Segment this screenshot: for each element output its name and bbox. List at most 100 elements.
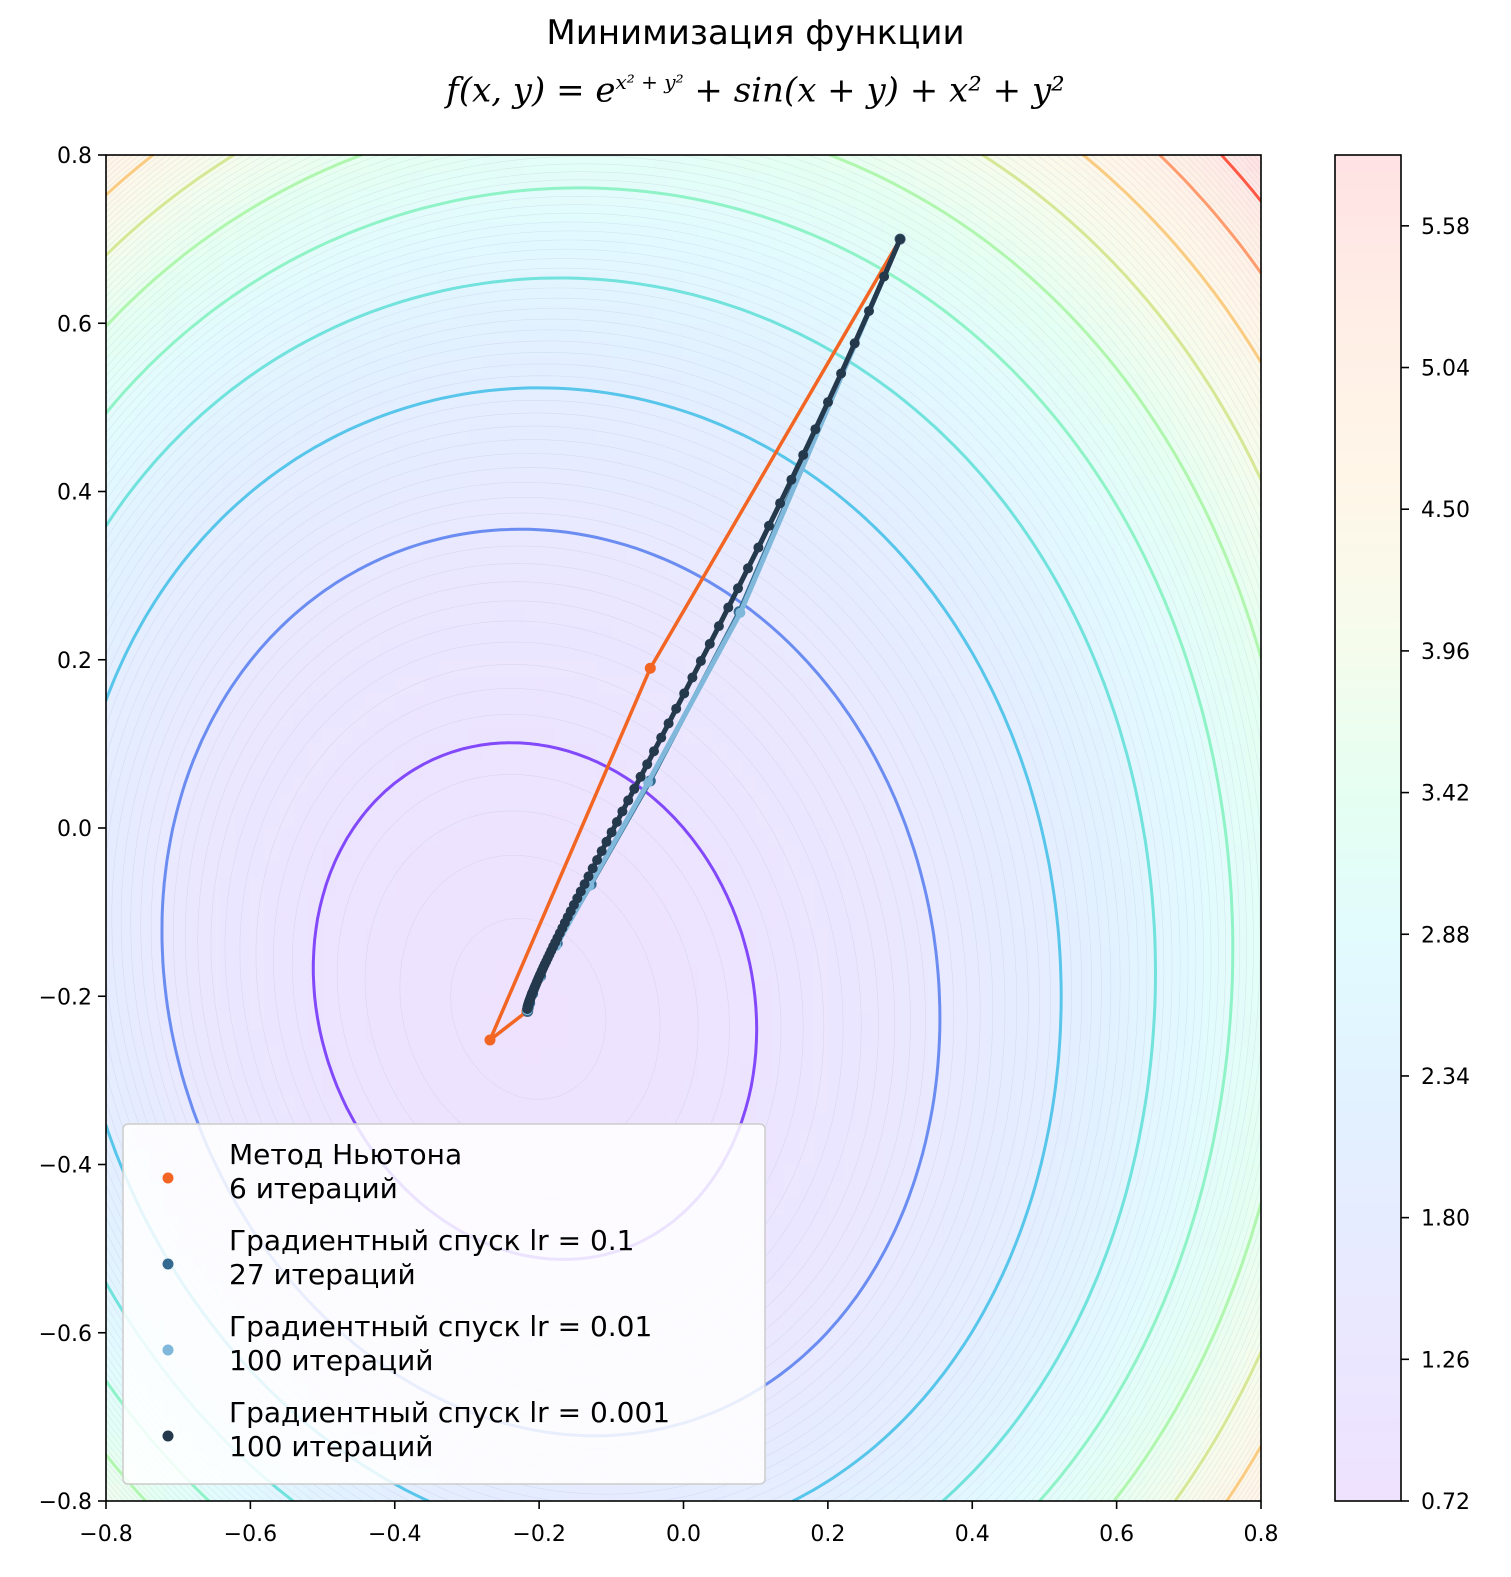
contour-fill-cell [827, 1198, 843, 1216]
contour-fill-cell [120, 407, 136, 425]
contour-fill-cell [697, 155, 713, 173]
contour-fill-cell [322, 912, 338, 930]
contour-fill-cell [163, 609, 179, 627]
contour-fill-cell [235, 255, 251, 274]
contour-fill-cell [611, 222, 627, 240]
contour-fill-cell [207, 441, 223, 459]
contour-fill-cell [438, 1029, 454, 1048]
contour-fill-cell [611, 996, 627, 1014]
contour-fill-cell [365, 828, 381, 846]
contour-fill-cell [712, 811, 728, 829]
contour-fill-cell [784, 912, 800, 930]
contour-fill-cell [466, 407, 482, 425]
contour-fill-cell [900, 1467, 916, 1485]
contour-fill-cell [770, 895, 786, 913]
contour-fill-cell [972, 693, 988, 711]
contour-fill-cell [784, 979, 800, 997]
contour-fill-cell [337, 962, 353, 981]
contour-fill-cell [827, 861, 843, 880]
contour-fill-cell [438, 592, 454, 610]
contour-fill-cell [192, 239, 208, 257]
contour-fill-cell [192, 1097, 208, 1115]
contour-fill-cell [250, 239, 266, 257]
contour-fill-cell [163, 979, 179, 997]
contour-fill-cell [120, 457, 136, 476]
contour-fill-cell [596, 811, 612, 829]
contour-fill-cell [625, 659, 641, 678]
contour-fill-cell [669, 306, 685, 324]
contour-fill-cell [582, 592, 598, 610]
contour-fill-cell [510, 811, 526, 829]
contour-fill-cell [495, 1097, 511, 1115]
contour-fill-cell [943, 811, 959, 829]
contour-fill-cell [755, 424, 771, 442]
contour-fill-cell [799, 962, 815, 981]
contour-fill-cell [495, 558, 511, 577]
contour-fill-cell [351, 693, 367, 711]
contour-fill-cell [207, 272, 223, 291]
contour-fill-cell [914, 474, 930, 493]
contour-fill-cell [149, 828, 165, 846]
contour-fill-cell [380, 912, 396, 930]
contour-fill-cell [510, 255, 526, 274]
contour-fill-cell [337, 171, 353, 190]
contour-fill-cell [510, 407, 526, 425]
contour-fill-cell [553, 525, 569, 543]
contour-fill-cell [957, 592, 973, 610]
contour-fill-cell [741, 912, 757, 930]
contour-fill-cell [640, 609, 656, 627]
contour-fill-cell [120, 878, 136, 896]
contour-fill-cell [755, 895, 771, 913]
contour-fill-cell [827, 1046, 843, 1065]
contour-fill-cell [799, 777, 815, 795]
contour-fill-cell [928, 255, 944, 274]
contour-fill-cell [842, 1013, 858, 1031]
contour-fill-cell [957, 1080, 973, 1098]
contour-fill-cell [914, 1416, 930, 1435]
contour-fill-cell [106, 525, 122, 543]
contour-fill-cell [495, 777, 511, 795]
contour-fill-cell [438, 373, 454, 392]
contour-fill-cell [351, 979, 367, 997]
contour-fill-cell [481, 525, 497, 543]
contour-fill-cell [683, 609, 699, 627]
contour-fill-cell [640, 945, 656, 964]
contour-fill-cell [134, 861, 150, 880]
contour-fill-cell [409, 1029, 425, 1048]
contour-fill-cell [799, 1029, 815, 1048]
contour-fill-cell [813, 693, 829, 711]
contour-fill-cell [928, 323, 944, 341]
contour-fill-cell [697, 727, 713, 745]
contour-fill-cell [957, 878, 973, 896]
contour-fill-cell [394, 996, 410, 1014]
contour-fill-cell [250, 424, 266, 442]
contour-fill-cell [264, 710, 280, 728]
contour-fill-cell [510, 777, 526, 795]
contour-fill-cell [871, 1046, 887, 1065]
contour-fill-cell [712, 457, 728, 476]
contour-fill-cell [106, 710, 122, 728]
contour-fill-cell [322, 828, 338, 846]
contour-fill-cell [827, 626, 843, 644]
contour-fill-cell [134, 912, 150, 930]
contour-fill-cell [539, 592, 555, 610]
contour-fill-cell [900, 356, 916, 375]
contour-fill-cell [308, 390, 324, 408]
contour-fill-cell [178, 508, 194, 526]
contour-fill-cell [279, 592, 295, 610]
contour-fill-cell [337, 878, 353, 896]
contour-fill-cell [741, 743, 757, 762]
contour-fill-cell [279, 727, 295, 745]
contour-fill-cell [568, 727, 584, 745]
contour-fill-cell [235, 693, 251, 711]
contour-fill-cell [611, 1063, 627, 1081]
contour-fill-cell [106, 811, 122, 829]
contour-fill-cell [827, 1349, 843, 1368]
contour-fill-cell [914, 676, 930, 694]
contour-fill-cell [582, 1029, 598, 1048]
contour-fill-cell [192, 626, 208, 644]
contour-fill-cell [712, 676, 728, 694]
contour-fill-cell [279, 1484, 295, 1501]
contour-fill-cell [885, 1315, 901, 1334]
contour-fill-cell [510, 1046, 526, 1065]
